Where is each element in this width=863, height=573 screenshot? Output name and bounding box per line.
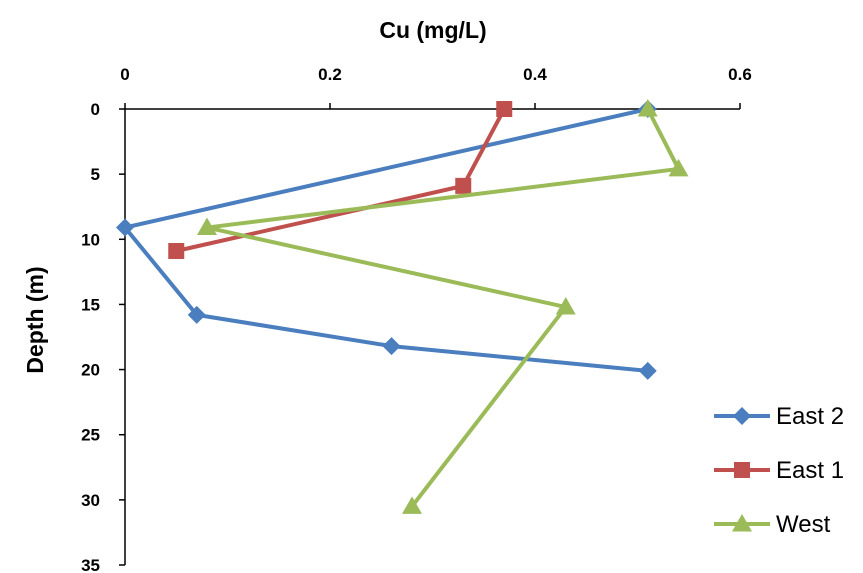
x-tick-label: 0.4 bbox=[523, 65, 547, 84]
data-point-east-2 bbox=[116, 218, 134, 237]
legend-item-east-1: East 1 bbox=[714, 457, 844, 484]
data-point-west bbox=[197, 217, 217, 236]
y-tick-label: 30 bbox=[81, 491, 100, 510]
data-point-west bbox=[555, 297, 576, 315]
y-tick-label: 0 bbox=[91, 100, 100, 119]
legend-label-east-2: East 2 bbox=[776, 403, 844, 430]
data-point-west bbox=[402, 496, 422, 514]
y-tick-label: 10 bbox=[81, 230, 100, 249]
series-west bbox=[197, 99, 689, 514]
data-point-east-2 bbox=[638, 361, 657, 380]
legend-label-east-1: East 1 bbox=[776, 457, 844, 484]
legend: East 2 East 1 West bbox=[714, 403, 844, 538]
y-axis-title: Depth (m) bbox=[22, 266, 48, 373]
legend-item-west: West bbox=[714, 511, 831, 538]
data-point-west bbox=[637, 99, 658, 117]
series-line-east-2 bbox=[123, 107, 650, 373]
y-tick-label: 15 bbox=[81, 295, 100, 314]
legend-item-east-2: East 2 bbox=[714, 403, 844, 430]
legend-marker-east-2 bbox=[733, 407, 751, 425]
x-axis-title: Cu (mg/L) bbox=[379, 17, 486, 43]
legend-label-west: West bbox=[776, 511, 831, 538]
data-point-east-1 bbox=[168, 243, 185, 260]
y-tick-label: 25 bbox=[81, 426, 100, 445]
series-layer bbox=[116, 99, 689, 514]
series-east-1 bbox=[168, 101, 513, 260]
data-point-east-2 bbox=[382, 337, 401, 356]
series-east-2 bbox=[116, 100, 657, 380]
data-point-east-1 bbox=[455, 177, 472, 194]
x-tick-label: 0 bbox=[120, 65, 129, 84]
series-line-west bbox=[205, 107, 681, 509]
data-point-west bbox=[668, 158, 689, 177]
y-tick-label: 35 bbox=[81, 556, 100, 573]
y-tick-label: 5 bbox=[91, 165, 100, 184]
x-tick-label: 0.2 bbox=[318, 65, 342, 84]
x-tick-label: 0.6 bbox=[728, 65, 752, 84]
legend-marker-east-1 bbox=[734, 462, 750, 478]
y-tick-label: 20 bbox=[81, 361, 100, 380]
axes: 0 0.2 0.4 0.6 0 5 10 15 20 25 30 35 bbox=[81, 65, 752, 573]
data-point-east-1 bbox=[496, 101, 513, 117]
data-point-east-2 bbox=[187, 305, 206, 324]
legend-marker-west bbox=[732, 514, 752, 532]
